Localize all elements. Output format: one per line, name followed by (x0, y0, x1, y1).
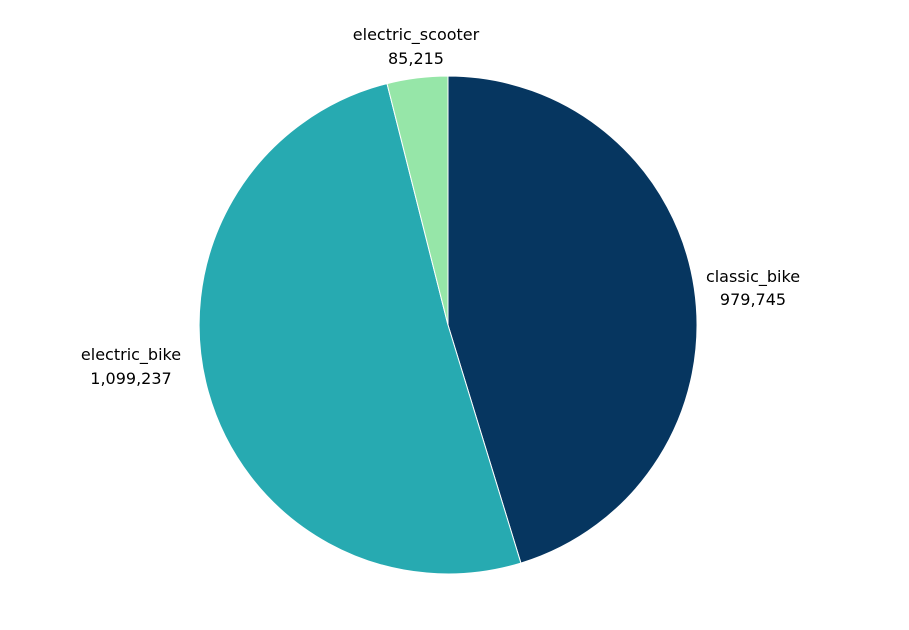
slice-value-classic-bike: 979,745 (720, 290, 786, 309)
slice-value-electric-scooter: 85,215 (388, 49, 444, 68)
slice-label-classic-bike: classic_bike 979,745 (706, 267, 800, 309)
slice-label-electric-scooter: electric_scooter 85,215 (353, 25, 480, 68)
pie-slices (198, 75, 698, 575)
slice-name-classic-bike: classic_bike (706, 267, 800, 287)
pie-slice-classic-bike (447, 75, 698, 564)
slice-name-electric-scooter: electric_scooter (353, 25, 480, 45)
pie-slice-electric-bike (198, 82, 522, 575)
slice-label-electric-bike: electric_bike 1,099,237 (81, 345, 181, 388)
slice-value-electric-bike: 1,099,237 (90, 369, 171, 388)
slice-name-electric-bike: electric_bike (81, 345, 181, 365)
pie-slice-electric-scooter (386, 75, 449, 326)
